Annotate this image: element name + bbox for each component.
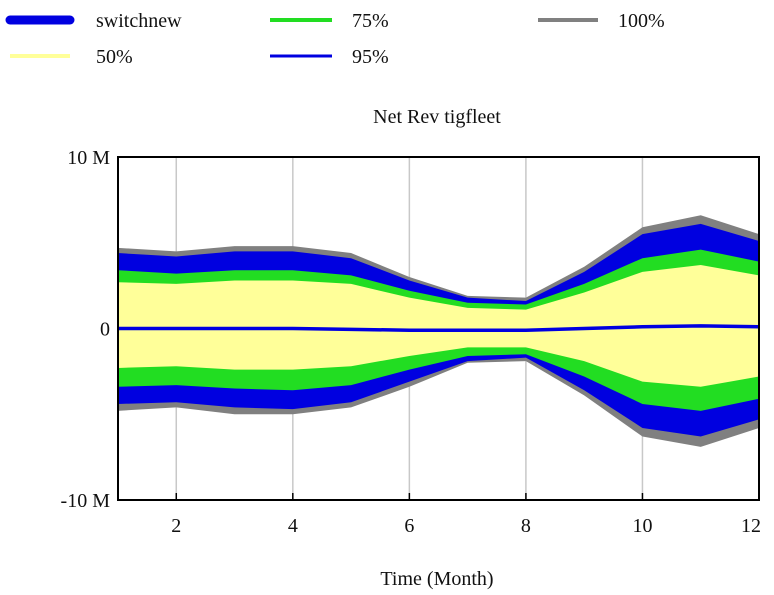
legend-label-50: 50% bbox=[96, 46, 133, 68]
series-lines bbox=[118, 324, 760, 332]
x-axis-ticks: 2 4 6 8 10 12 bbox=[171, 493, 761, 537]
legend-label-75: 75% bbox=[352, 10, 389, 32]
x-tick-label-10: 10 bbox=[632, 515, 652, 537]
legend-label-switchnew: switchnew bbox=[96, 10, 182, 32]
legend-entry-75: 75% bbox=[270, 10, 389, 32]
legend-entry-100: 100% bbox=[538, 10, 665, 32]
legend-label-95: 95% bbox=[352, 46, 389, 68]
x-tick-label-8: 8 bbox=[521, 515, 531, 537]
y-tick-label-0: 10 M bbox=[67, 147, 110, 169]
legend: switchnew 75% 100% 50% 95% bbox=[5, 10, 665, 68]
plot-frame bbox=[117, 156, 760, 501]
x-axis-label: Time (Month) bbox=[380, 568, 493, 590]
legend-entry-switchnew: switchnew bbox=[5, 10, 182, 32]
x-tick-label-2: 2 bbox=[171, 515, 181, 537]
chart-title: Net Rev tigfleet bbox=[373, 106, 501, 128]
legend-entry-50: 50% bbox=[10, 46, 133, 68]
x-tick-label-12: 12 bbox=[741, 515, 761, 537]
x-tick-label-6: 6 bbox=[404, 515, 414, 537]
legend-entry-95: 95% bbox=[270, 46, 389, 68]
series-line-switchnew bbox=[118, 324, 760, 332]
y-axis-ticks: 10 M 0 -10 M bbox=[61, 147, 111, 512]
y-tick-label-1: 0 bbox=[100, 319, 110, 341]
band-50-pct bbox=[118, 265, 759, 387]
y-tick-label-2: -10 M bbox=[61, 490, 111, 512]
legend-label-100: 100% bbox=[618, 10, 665, 32]
x-tick-label-4: 4 bbox=[288, 515, 298, 537]
